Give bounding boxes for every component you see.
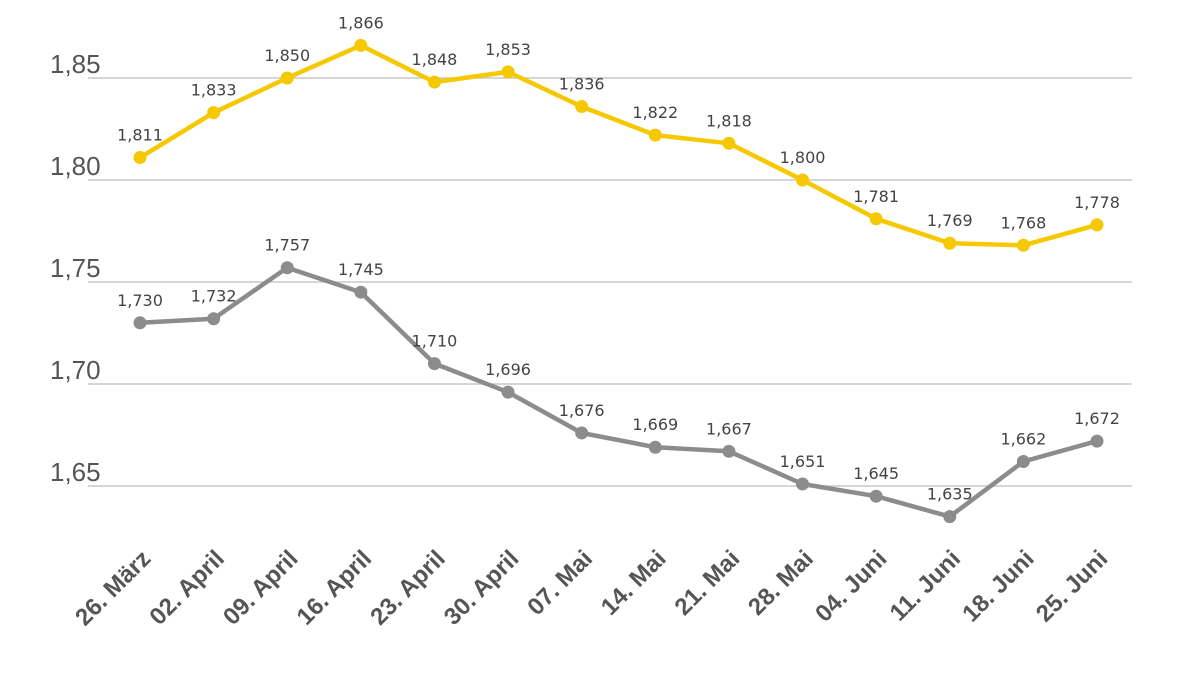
x-tick-label: 02. April <box>144 545 229 630</box>
data-label-grey: 1,730 <box>117 291 163 310</box>
data-point-grey <box>575 426 589 440</box>
data-point-grey <box>133 316 147 330</box>
data-label-yellow: 1,818 <box>706 111 752 130</box>
data-point-yellow <box>354 38 368 52</box>
grid-lines <box>88 77 1132 487</box>
data-label-grey: 1,667 <box>706 419 752 438</box>
data-label-yellow: 1,800 <box>780 148 826 167</box>
data-point-grey <box>427 357 441 371</box>
series-lines <box>137 43 1100 519</box>
data-point-yellow <box>427 75 441 89</box>
x-tick-label: 23. April <box>365 545 450 630</box>
y-tick-label: 1,70 <box>50 355 101 385</box>
x-tick-label: 07. Mai <box>522 545 598 621</box>
data-point-yellow <box>1090 218 1104 232</box>
data-point-yellow <box>796 173 810 187</box>
data-point-yellow <box>133 151 147 165</box>
data-label-grey: 1,672 <box>1074 409 1120 428</box>
data-label-yellow: 1,768 <box>1000 213 1046 232</box>
data-point-yellow <box>207 106 221 120</box>
data-point-grey <box>354 285 368 299</box>
data-label-grey: 1,732 <box>191 287 237 306</box>
data-point-yellow <box>869 212 883 226</box>
data-label-yellow: 1,836 <box>559 75 605 94</box>
data-label-grey: 1,645 <box>853 464 899 483</box>
data-point-yellow <box>501 65 515 79</box>
y-axis-ticks: 1,65 1,70 1,75 1,80 1,85 <box>50 49 101 487</box>
data-label-yellow: 1,778 <box>1074 193 1120 212</box>
data-label-yellow: 1,769 <box>927 211 973 230</box>
x-tick-label: 16. April <box>292 545 377 630</box>
y-tick-label: 1,85 <box>50 49 101 79</box>
data-point-yellow <box>722 136 736 150</box>
data-label-grey: 1,635 <box>927 485 973 504</box>
series-line-yellow <box>137 43 1100 248</box>
data-point-yellow <box>1016 238 1030 252</box>
data-point-yellow <box>648 128 662 142</box>
x-tick-label: 14. Mai <box>596 545 672 621</box>
data-label-yellow: 1,811 <box>117 126 163 145</box>
x-tick-label: 25. Juni <box>1031 545 1113 627</box>
data-label-grey: 1,745 <box>338 260 384 279</box>
x-tick-label: 04. Juni <box>810 545 892 627</box>
data-point-grey <box>796 477 810 491</box>
data-label-yellow: 1,781 <box>853 187 899 206</box>
data-point-grey <box>207 312 221 326</box>
series-points <box>133 38 1104 524</box>
data-label-yellow: 1,833 <box>191 81 237 100</box>
data-labels: 1,811 1,833 1,850 1,866 1,848 1,853 1,836 1,822… <box>117 13 1120 503</box>
data-label-yellow: 1,848 <box>412 50 458 69</box>
data-point-yellow <box>943 236 957 250</box>
data-point-grey <box>280 261 294 275</box>
data-label-grey: 1,651 <box>780 452 826 471</box>
data-label-yellow: 1,850 <box>264 46 310 65</box>
x-tick-label: 28. Mai <box>743 545 819 621</box>
data-point-grey <box>722 444 736 458</box>
data-label-grey: 1,710 <box>412 332 458 351</box>
x-tick-label: 11. Juni <box>885 545 966 626</box>
data-point-yellow <box>280 71 294 85</box>
x-tick-label: 18. Juni <box>957 545 1039 627</box>
data-label-yellow: 1,866 <box>338 13 384 32</box>
data-label-grey: 1,669 <box>632 415 678 434</box>
data-point-grey <box>1016 455 1030 469</box>
y-tick-label: 1,80 <box>50 151 101 181</box>
data-label-grey: 1,757 <box>264 236 310 255</box>
data-point-yellow <box>575 100 589 114</box>
data-point-grey <box>1090 434 1104 448</box>
data-label-yellow: 1,822 <box>632 103 678 122</box>
data-point-grey <box>943 510 957 524</box>
y-tick-label: 1,65 <box>50 457 101 487</box>
y-tick-label: 1,75 <box>50 253 101 283</box>
series-line-grey <box>137 265 1100 519</box>
data-label-grey: 1,696 <box>485 360 531 379</box>
data-point-grey <box>501 385 515 399</box>
x-tick-label: 30. April <box>439 545 524 630</box>
data-label-grey: 1,662 <box>1000 430 1046 449</box>
x-tick-label: 26. März <box>70 545 156 631</box>
data-point-grey <box>648 440 662 454</box>
data-label-yellow: 1,853 <box>485 40 531 59</box>
x-tick-label: 09. April <box>218 545 303 630</box>
data-label-grey: 1,676 <box>559 401 605 420</box>
data-point-grey <box>869 489 883 503</box>
x-tick-label: 21. Mai <box>669 545 745 621</box>
